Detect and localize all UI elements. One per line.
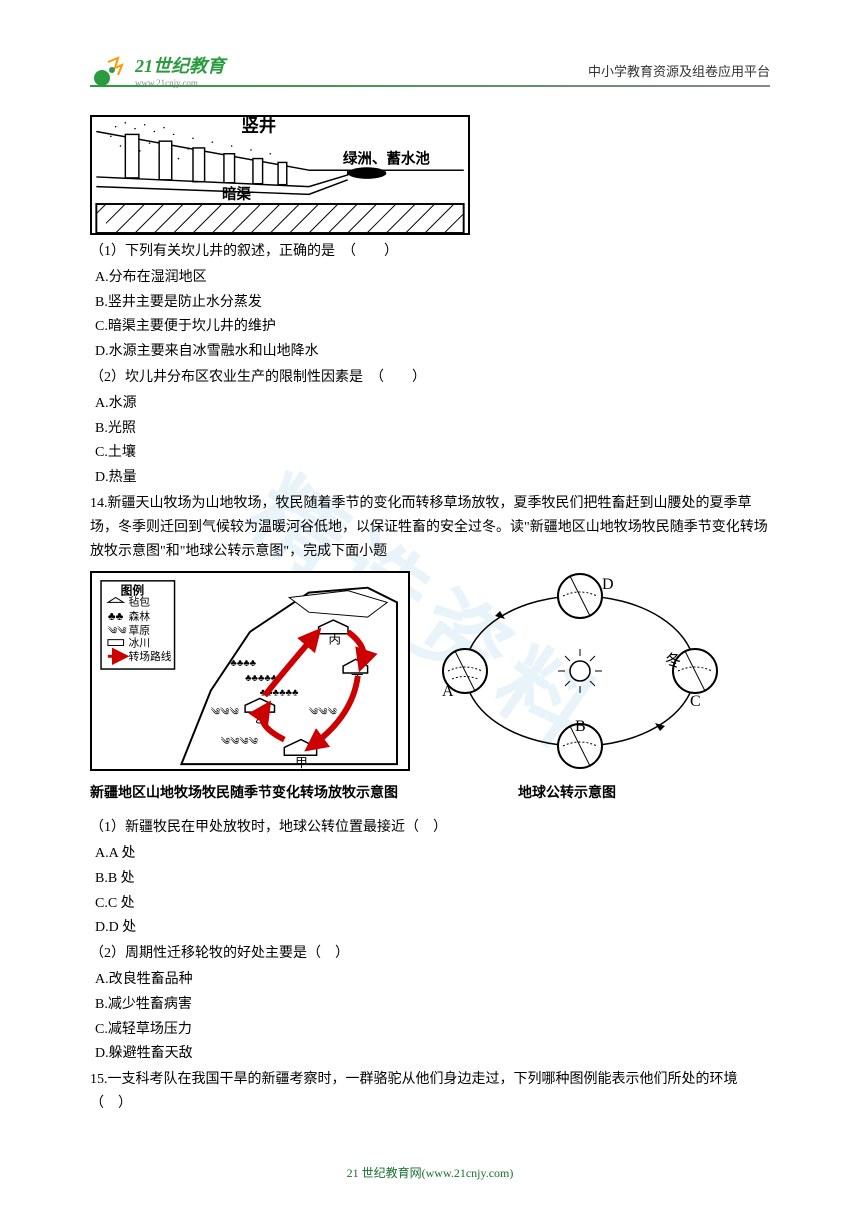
svg-text:A: A: [442, 683, 454, 700]
q13-1-option-d: D.水源主要来自冰雪融水和山地降水: [95, 340, 770, 364]
q13-1-option-c: C.暗渠主要便于坎儿井的维护: [95, 315, 770, 339]
q13-2-stem: （2）坎儿井分布区农业生产的限制性因素是 （ ）: [90, 366, 770, 390]
logo-icon: [90, 50, 130, 90]
q14-1-option-b: B.B 处: [95, 867, 770, 891]
q14-1-option-a: A.A 处: [95, 842, 770, 866]
logo-title: 21世纪教育: [135, 52, 225, 78]
q13-1-option-b: B.竖井主要是防止水分蒸发: [95, 291, 770, 315]
svg-text:冰川: 冰川: [128, 637, 150, 650]
header-subtitle: 中小学教育资源及组卷应用平台: [588, 61, 770, 80]
q13-2-option-a: A.水源: [95, 392, 770, 416]
q14-1-option-d: D.D 处: [95, 916, 770, 940]
q15-stem: 15.一支科考队在我国干旱的新疆考察时，一群骆驼从他们身边走过，下列哪种图例能表…: [90, 1068, 770, 1116]
q13-1-option-a: A.分布在湿润地区: [95, 266, 770, 290]
svg-text:甲: 甲: [295, 756, 308, 769]
orbit-caption: 地球公转示意图: [518, 782, 616, 806]
q14-1-stem: （1）新疆牧民在甲处放牧时，地球公转位置最接近（ ）: [90, 816, 770, 840]
well-label: 竖井: [241, 117, 276, 136]
svg-text:B: B: [575, 718, 586, 735]
q14-stem: 14.新疆天山牧场为山地牧场，牧民随着季节的变化而转移草场放牧，夏季牧民们把牲畜…: [90, 492, 770, 563]
orbit-diagram: A B C 冬: [440, 571, 720, 771]
svg-text:草原: 草原: [128, 625, 150, 637]
oasis-label: 绿洲、蓄水池: [343, 149, 430, 167]
svg-text:冬: 冬: [665, 652, 681, 670]
svg-text:♣♣: ♣♣: [108, 610, 124, 623]
svg-text:༄༄༄: ༄༄༄: [309, 707, 338, 718]
q13-1-stem: （1）下列有关坎儿井的叙述，正确的是 （ ）: [90, 240, 770, 264]
pasture-diagram: 图例 毡包 ♣♣ 森林 ༄༄ 草原 冰川 转场路线: [90, 571, 410, 771]
page-header: 21世纪教育 www.21cnjy.com 中小学教育资源及组卷应用平台: [90, 50, 770, 95]
header-divider: [90, 85, 770, 87]
svg-text:༄༄: ༄༄: [108, 626, 127, 637]
q13-2-option-b: B.光照: [95, 417, 770, 441]
svg-text:C: C: [690, 693, 701, 710]
svg-text:森林: 森林: [128, 610, 150, 623]
q14-2-option-c: C.减轻草场压力: [95, 1018, 770, 1042]
q14-2-option-a: A.改良牲畜品种: [95, 968, 770, 992]
pasture-caption: 新疆地区山地牧场牧民随季节变化转场放牧示意图: [90, 782, 398, 806]
logo: 21世纪教育 www.21cnjy.com: [90, 50, 225, 90]
page-footer: 21 世纪教育网(www.21cnjy.com): [0, 1164, 860, 1181]
svg-text:༄༄༄: ༄༄༄: [211, 707, 240, 718]
svg-text:D: D: [602, 576, 614, 593]
q13-2-option-d: D.热量: [95, 466, 770, 490]
q14-2-stem: （2）周期性迁移轮牧的好处主要是（ ）: [90, 942, 770, 966]
main-content: 竖井 暗渠 绿洲、蓄水池 （1）下列有关坎儿井的叙述，正确的是 （ ） A.分布…: [90, 115, 770, 1116]
q14-2-option-b: B.减少牲畜病害: [95, 993, 770, 1017]
svg-text:༄༄༄༄: ༄༄༄༄: [221, 737, 259, 748]
svg-text:丙: 丙: [328, 633, 341, 647]
q13-2-option-c: C.土壤: [95, 441, 770, 465]
svg-text:转场路线: 转场路线: [128, 651, 171, 664]
q14-1-option-c: C.C 处: [95, 892, 770, 916]
svg-text:毡包: 毡包: [128, 596, 150, 609]
svg-text:♣♣♣♣: ♣♣♣♣: [230, 658, 256, 669]
kanerjing-diagram: 竖井 暗渠 绿洲、蓄水池: [90, 115, 470, 235]
q14-2-option-d: D.躲避牲畜天敌: [95, 1042, 770, 1066]
channel-label: 暗渠: [222, 185, 251, 203]
